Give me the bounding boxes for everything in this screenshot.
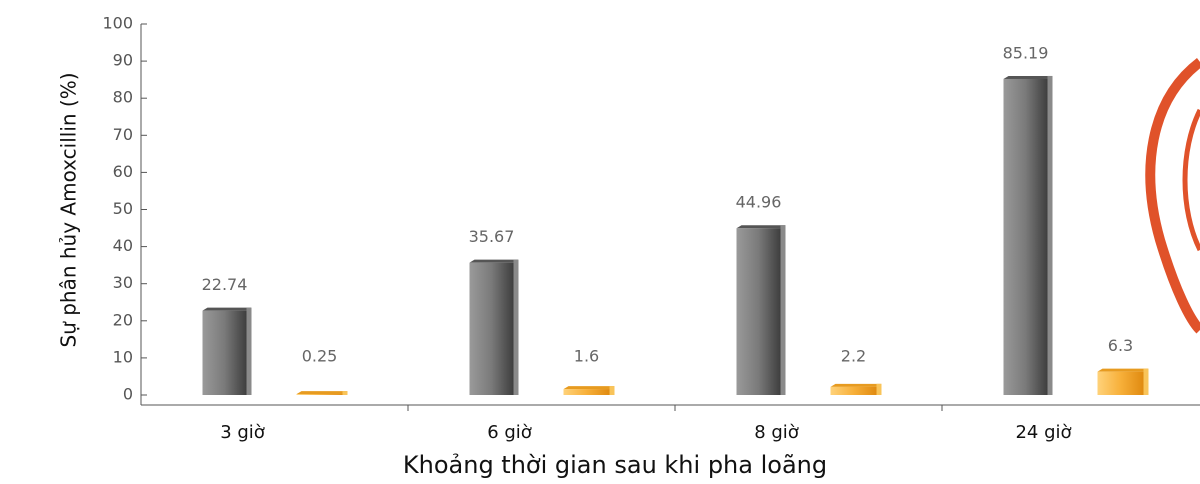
bar (470, 263, 514, 395)
decoration (1185, 110, 1200, 250)
value-label: 6.3 (1108, 336, 1133, 355)
bar-top (470, 260, 519, 263)
bar-side (343, 391, 348, 395)
y-tick-label: 60 (113, 162, 133, 181)
x-tick-label: 3 giờ (220, 422, 265, 443)
x-axis-title: Khoảng thời gian sau khi pha loãng (403, 451, 827, 479)
y-tick-label: 90 (113, 51, 133, 70)
y-tick-label: 70 (113, 125, 133, 144)
x-tick-label: 8 giờ (754, 422, 799, 443)
bar-top (1004, 76, 1053, 79)
x-tick-label: 24 giờ (1015, 422, 1071, 443)
bar-top (297, 391, 348, 394)
decoration (1150, 62, 1200, 330)
bar (297, 394, 343, 395)
bar-side (514, 260, 519, 395)
value-label: 2.2 (841, 347, 866, 366)
bar-side (1144, 369, 1149, 395)
bar-side (610, 386, 615, 395)
chart: Sự phân hủy Amoxcillin (%) Khoảng thời g… (0, 0, 1200, 484)
bar (831, 387, 877, 395)
bar-top (1098, 369, 1149, 372)
value-label: 22.74 (202, 275, 248, 294)
y-tick-label: 40 (113, 236, 133, 255)
y-tick-label: 50 (113, 199, 133, 218)
bar-top (831, 384, 882, 387)
y-tick-label: 20 (113, 310, 133, 329)
y-tick-label: 0 (123, 385, 133, 404)
y-tick-label: 10 (113, 347, 133, 366)
y-tick-label: 30 (113, 273, 133, 292)
bar-side (1048, 76, 1053, 395)
value-label: 0.25 (302, 347, 338, 366)
bar (1098, 372, 1144, 395)
y-tick-label: 80 (113, 88, 133, 107)
bar-top (737, 225, 786, 228)
y-axis-title: Sự phân hủy Amoxcillin (%) (57, 72, 81, 347)
bar (203, 311, 247, 395)
y-tick-label: 100 (102, 14, 133, 33)
x-tick-label: 6 giờ (487, 422, 532, 443)
bar (564, 389, 610, 395)
bar-side (877, 384, 882, 395)
bar-top (203, 308, 252, 311)
bar (737, 228, 781, 395)
value-label: 44.96 (736, 193, 782, 212)
bar-side (247, 308, 252, 395)
bar (1004, 79, 1048, 395)
value-label: 35.67 (469, 227, 515, 246)
bar-top (564, 386, 615, 389)
value-label: 1.6 (574, 347, 599, 366)
value-label: 85.19 (1003, 43, 1049, 62)
bar-side (781, 225, 786, 395)
